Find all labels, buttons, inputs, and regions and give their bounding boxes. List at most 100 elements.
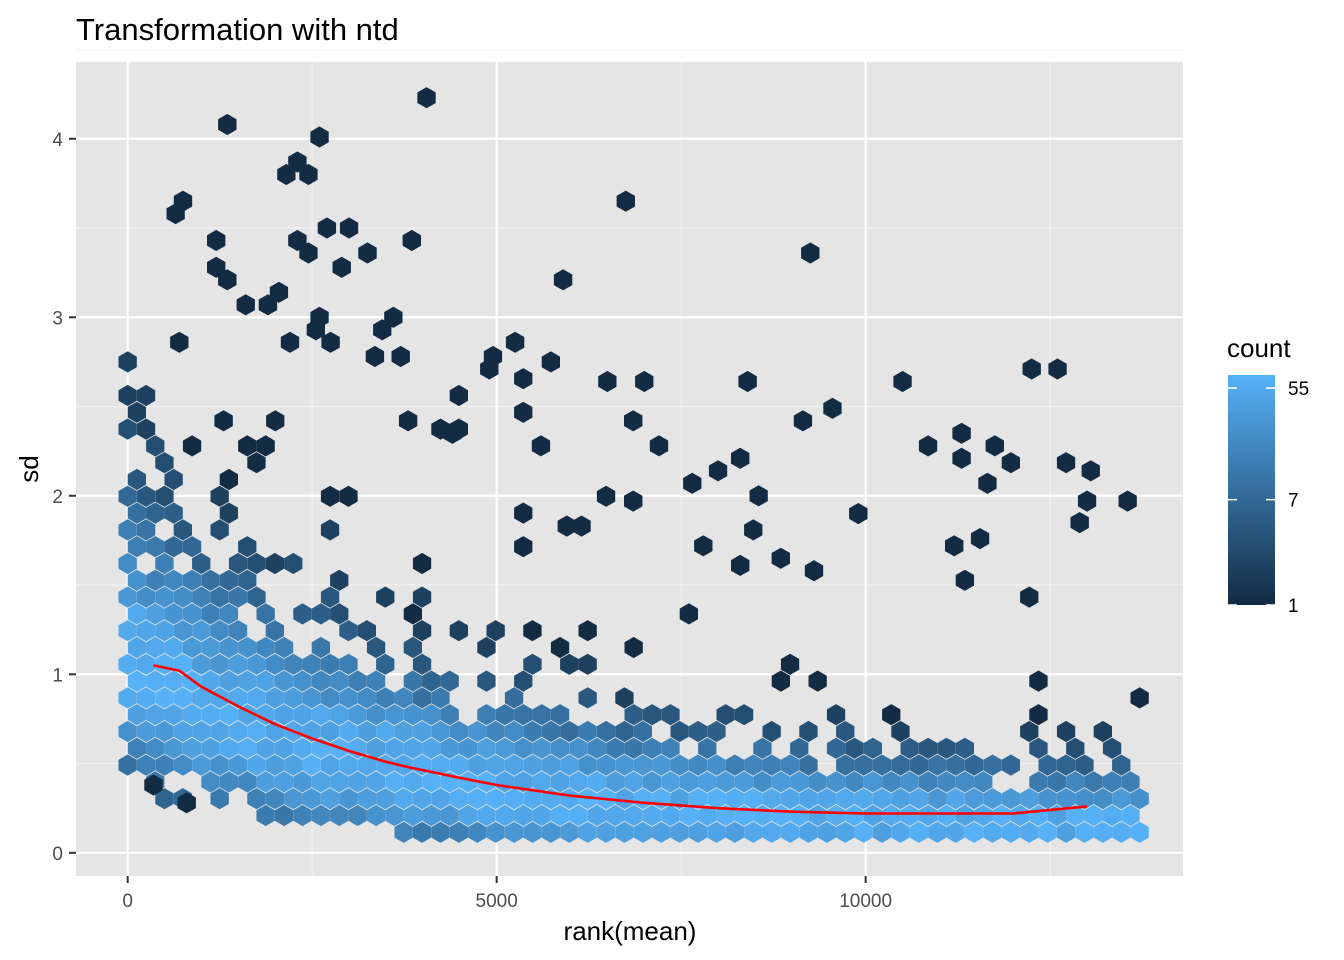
trend-line-layer — [153, 664, 1088, 815]
hex-bin-497 — [394, 821, 413, 843]
hex-bin-241 — [633, 720, 652, 743]
hex-bin-381 — [808, 771, 827, 793]
hex-bin-125 — [228, 653, 248, 675]
hex-bin-511 — [652, 821, 671, 843]
hex-bin-409 — [412, 788, 432, 810]
hex-bin-208 — [716, 704, 735, 726]
hex-bin-260 — [274, 737, 294, 759]
hex-bin-314 — [468, 754, 487, 776]
hex-bin-76 — [1020, 586, 1039, 608]
hex-bin-270 — [458, 737, 478, 759]
hex-bin-441 — [1001, 788, 1020, 810]
hex-bin-520 — [817, 821, 836, 843]
hex-bin-274 — [532, 737, 551, 759]
hex-bin-345 — [1075, 754, 1094, 776]
hex-bin-73 — [320, 586, 340, 608]
outlier-hex-55 — [749, 485, 768, 507]
hex-bin-92 — [173, 620, 192, 642]
hex-bin-189 — [256, 704, 275, 726]
hex-bin-45 — [182, 536, 202, 558]
hex-bin-231 — [449, 720, 468, 743]
hex-bin-216 — [173, 720, 192, 743]
hex-bin-530 — [1001, 821, 1020, 843]
outlier-hex-20 — [218, 269, 237, 291]
hex-bin-291 — [955, 737, 974, 759]
hex-bin-134 — [523, 653, 542, 675]
hex-bin-130 — [320, 653, 340, 675]
hex-bin-305 — [302, 754, 321, 776]
outlier-hex-73 — [144, 774, 163, 796]
hex-bin-55 — [412, 552, 432, 575]
hex-bin-534 — [1075, 821, 1094, 843]
hex-bin-151 — [366, 670, 386, 692]
hex-bin-2 — [514, 368, 533, 390]
outlier-hex-39 — [1048, 358, 1067, 380]
hex-bin-362 — [458, 771, 478, 793]
hex-bin-341 — [983, 754, 1002, 776]
hex-bin-240 — [615, 720, 634, 743]
hex-bin-288 — [900, 737, 919, 759]
hex-bin-162 — [155, 687, 174, 709]
outlier-hex-72 — [1118, 490, 1137, 512]
hex-bin-159 — [1029, 670, 1048, 692]
outlier-hex-0 — [417, 87, 436, 109]
hex-bin-41 — [744, 519, 763, 541]
hex-bin-355 — [330, 771, 349, 793]
hex-bin-168 — [265, 687, 284, 709]
outlier-hex-27 — [306, 319, 325, 341]
hex-bin-182 — [127, 704, 146, 726]
outlier-hex-9 — [339, 217, 359, 239]
hex-bin-70 — [210, 586, 229, 608]
outlier-hex-71 — [1022, 358, 1041, 380]
hex-bin-376 — [716, 771, 735, 793]
outlier-hex-66 — [557, 515, 576, 537]
hex-bin-367 — [550, 771, 570, 793]
hex-bin-42 — [127, 536, 146, 558]
hex-bin-17 — [155, 452, 174, 474]
hex-bin-448 — [1130, 788, 1149, 810]
outlier-hex-67 — [572, 515, 591, 537]
hex-bin-306 — [320, 754, 340, 776]
hex-bin-482 — [863, 804, 882, 827]
hex-bin-153 — [422, 670, 441, 692]
hex-bin-148 — [311, 670, 330, 692]
hex-bin-228 — [394, 720, 413, 743]
hex-bin-385 — [882, 771, 901, 793]
hex-bin-32 — [146, 502, 165, 524]
hex-bin-225 — [339, 720, 358, 743]
hex-bin-65 — [118, 586, 137, 608]
hex-bin-316 — [504, 754, 524, 776]
outlier-hex-23 — [258, 294, 278, 316]
hex-bin-517 — [762, 821, 781, 843]
hex-bin-390 — [974, 771, 993, 793]
hex-bin-95 — [228, 620, 248, 642]
hex-bin-337 — [909, 754, 928, 776]
hex-bin-272 — [495, 737, 514, 759]
hex-bin-378 — [753, 771, 772, 793]
hex-bin-283 — [753, 737, 772, 759]
hex-bin-513 — [688, 821, 708, 843]
hex-bin-149 — [330, 670, 349, 692]
hex-bin-518 — [780, 821, 800, 843]
hex-bin-396 — [1121, 771, 1140, 793]
hex-bin-468 — [606, 804, 625, 827]
outlier-hex-26 — [373, 319, 392, 341]
hex-bin-90 — [136, 620, 156, 642]
hex-bin-88 — [679, 603, 698, 625]
hex-bin-322 — [615, 754, 634, 776]
hex-bin-279 — [624, 737, 643, 759]
hex-bin-438 — [946, 788, 965, 810]
hex-bin-450 — [274, 804, 294, 827]
hex-bin-201 — [495, 704, 514, 726]
hex-bin-407 — [376, 788, 395, 810]
hex-bin-290 — [937, 737, 956, 759]
hex-bin-15 — [256, 435, 275, 457]
hex-bin-102 — [523, 620, 542, 642]
hex-bin-366 — [532, 771, 551, 793]
hex-bin-405 — [339, 788, 358, 810]
hex-bin-175 — [394, 687, 413, 709]
outlier-hex-62 — [1070, 512, 1089, 534]
hex-bin-490 — [1010, 804, 1030, 827]
hex-bin-496 — [1121, 804, 1140, 827]
hex-bin-327 — [707, 754, 726, 776]
